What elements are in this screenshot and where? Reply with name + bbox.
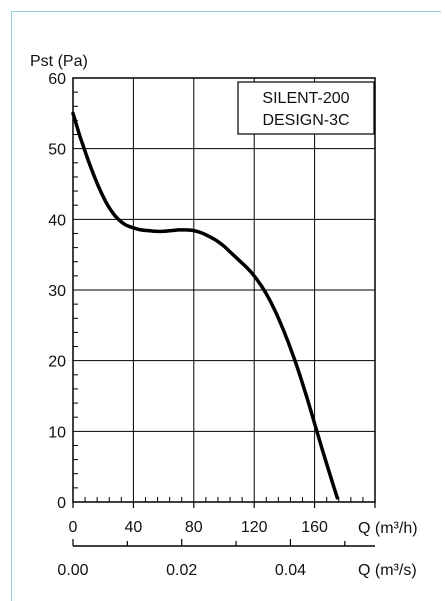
x2-tick-label: 0.02	[166, 562, 197, 579]
y-tick-label: 40	[48, 212, 66, 229]
x-tick-label: 160	[301, 519, 328, 536]
y-tick-label: 20	[48, 354, 66, 371]
x-tick-label: 80	[185, 519, 203, 536]
y-tick-label: 30	[48, 283, 66, 300]
x2-tick-label: 0.00	[57, 562, 88, 579]
x-axis-title-primary: Q (m³/h)	[358, 520, 418, 537]
y-tick-label: 50	[48, 142, 66, 159]
performance-curve	[71, 111, 340, 500]
y-tick-labels: 0 10 20 30 40 50 60	[48, 71, 66, 512]
y-tick-label: 60	[48, 71, 66, 88]
legend: SILENT-200 DESIGN-3C	[237, 81, 375, 135]
grid	[72, 77, 376, 503]
minor-ticks	[72, 91, 376, 508]
legend-line-1: SILENT-200	[262, 90, 349, 107]
x-tick-label: 120	[241, 519, 268, 536]
legend-line-2: DESIGN-3C	[262, 112, 349, 129]
legend-box	[237, 81, 375, 135]
axes	[72, 77, 376, 503]
x2-tick-label: 0.04	[275, 562, 306, 579]
plot-border	[72, 77, 376, 503]
x-tick-label: 0	[69, 519, 78, 536]
y-tick-label: 10	[48, 424, 66, 441]
curve-layer	[71, 111, 340, 500]
x-tick-labels: 0 40 80 120 160	[69, 519, 328, 536]
x-tick-label: 40	[125, 519, 143, 536]
chart-frame	[11, 11, 441, 601]
y-axis-title: Pst (Pa)	[30, 53, 88, 70]
y-tick-label: 0	[57, 495, 66, 512]
x-axis-title-secondary: Q (m³/s)	[358, 562, 417, 579]
secondary-x-axis: 0.00 0.02 0.04	[57, 539, 375, 579]
